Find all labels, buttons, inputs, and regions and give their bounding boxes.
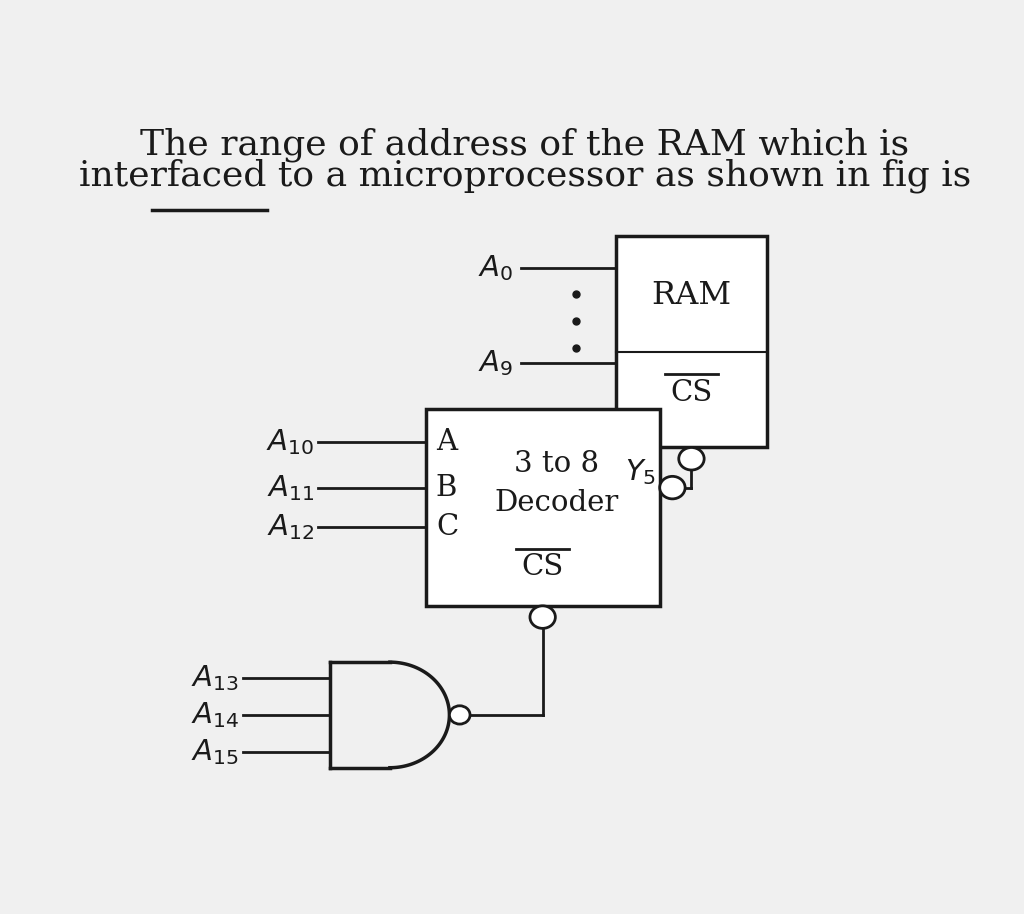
- Text: B: B: [436, 473, 458, 502]
- Circle shape: [530, 606, 555, 628]
- Text: $A_0$: $A_0$: [478, 253, 513, 283]
- Text: RAM: RAM: [651, 280, 731, 311]
- Circle shape: [679, 448, 705, 470]
- Text: A: A: [436, 429, 457, 456]
- Text: $A_{12}$: $A_{12}$: [267, 512, 314, 542]
- Text: 3 to 8: 3 to 8: [514, 450, 599, 478]
- Text: CS: CS: [671, 378, 713, 407]
- Text: $A_{11}$: $A_{11}$: [267, 473, 314, 503]
- Circle shape: [659, 476, 685, 499]
- Text: C: C: [436, 513, 458, 541]
- Text: The range of address of the RAM which is: The range of address of the RAM which is: [140, 127, 909, 162]
- Text: $A_{15}$: $A_{15}$: [191, 737, 239, 767]
- Text: interfaced to a microprocessor as shown in fig is: interfaced to a microprocessor as shown …: [79, 159, 971, 194]
- Circle shape: [450, 706, 470, 724]
- Text: $Y_5$: $Y_5$: [625, 457, 655, 487]
- Text: $A_{14}$: $A_{14}$: [190, 700, 239, 730]
- Text: $A_{13}$: $A_{13}$: [191, 663, 239, 693]
- Text: $A_{10}$: $A_{10}$: [266, 428, 314, 457]
- Bar: [426, 409, 659, 606]
- Text: $A_9$: $A_9$: [478, 348, 513, 378]
- Text: Decoder: Decoder: [495, 489, 618, 517]
- Text: CS: CS: [521, 553, 564, 581]
- Bar: [616, 237, 767, 448]
